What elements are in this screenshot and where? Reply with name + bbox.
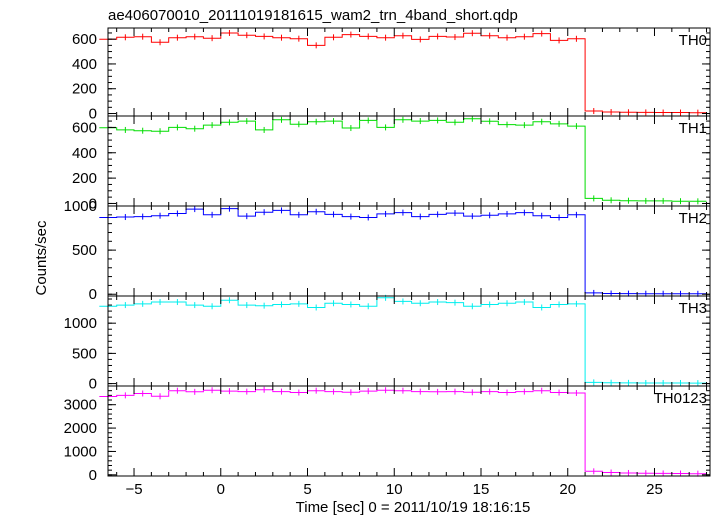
y-tick-label: 2000 — [64, 420, 97, 437]
y-tick-label: 0 — [89, 376, 97, 393]
y-tick-label: 400 — [72, 56, 97, 73]
chart-title: ae406070010_20111019181615_wam2_trn_4ban… — [108, 7, 518, 24]
y-tick-label: 0 — [89, 286, 97, 303]
y-tick-label: 200 — [72, 81, 97, 98]
panel-th1: 0 200 400 600 TH1 — [72, 115, 711, 212]
panel-frame — [107, 385, 711, 477]
x-tick-label: 10 — [386, 481, 403, 498]
y-tick-label: 400 — [72, 145, 97, 162]
panel-label: TH1 — [679, 120, 707, 137]
panel-th0123: 0 1000 2000 3000 TH0123 — [64, 385, 711, 484]
x-tick-label: 15 — [473, 481, 490, 498]
y-tick-label: 3000 — [64, 397, 97, 414]
panel-label: TH2 — [679, 210, 707, 227]
panel-label: TH0123 — [654, 390, 707, 407]
y-axis-label: Counts/sec — [33, 220, 50, 296]
x-tick-label: 20 — [559, 481, 576, 498]
series-line-th1 — [99, 118, 707, 202]
y-tick-label: 500 — [72, 345, 97, 362]
panel-th2: 0 500 1000 TH2 — [64, 198, 711, 303]
y-tick-label: 500 — [72, 242, 97, 259]
panel-th3: 0 500 1000 TH3 — [64, 294, 711, 393]
y-tick-label: 0 — [89, 106, 97, 123]
panel-frame — [107, 205, 711, 297]
x-tick-label: 5 — [303, 481, 311, 498]
y-tick-label: 1000 — [64, 198, 97, 215]
panel-frame — [107, 295, 711, 387]
x-tick-label: 0 — [217, 481, 225, 498]
y-tick-label: 600 — [72, 31, 97, 48]
x-tick-label: −5 — [125, 481, 142, 498]
series-line-th0 — [99, 32, 707, 114]
y-tick-label: 0 — [89, 195, 97, 212]
series-line-th2 — [99, 208, 707, 295]
panel-label: TH3 — [679, 300, 707, 317]
y-tick-label: 0 — [89, 467, 97, 484]
x-axis-label: Time [sec] 0 = 2011/10/19 18:16:15 — [296, 499, 531, 516]
panel-frame — [107, 27, 711, 117]
panel-label: TH0 — [679, 32, 707, 49]
series-line-th3 — [99, 297, 707, 384]
y-tick-label: 200 — [72, 170, 97, 187]
x-tick-label: 25 — [646, 481, 663, 498]
panel-th0: 0 200 400 600 TH0 — [72, 27, 711, 123]
panel-frame — [107, 115, 711, 207]
y-tick-label: 600 — [72, 119, 97, 136]
y-tick-label: 1000 — [64, 443, 97, 460]
series-line-th0123 — [99, 389, 707, 475]
y-tick-label: 1000 — [64, 315, 97, 332]
